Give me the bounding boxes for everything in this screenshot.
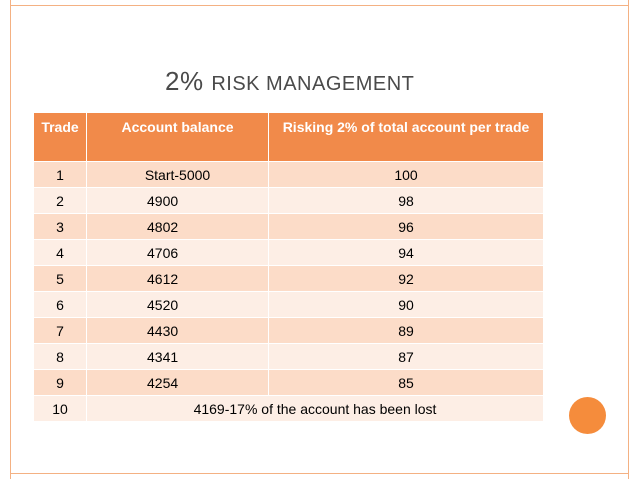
cell-risk: 92 xyxy=(268,265,544,292)
table-row: 8 4341 87 xyxy=(33,343,544,370)
cell-trade: 4 xyxy=(33,239,87,266)
cell-risk: 90 xyxy=(268,291,544,318)
table-row: 6 4520 90 xyxy=(33,291,544,318)
cell-trade: 1 xyxy=(33,161,87,188)
cell-risk: 89 xyxy=(268,317,544,344)
cell-trade: 10 xyxy=(33,395,87,422)
cell-balance: 4900 xyxy=(86,187,269,214)
cell-risk: 100 xyxy=(268,161,544,188)
cell-trade: 9 xyxy=(33,369,87,396)
table-row: 7 4430 89 xyxy=(33,317,544,344)
cell-risk: 98 xyxy=(268,187,544,214)
cell-balance: 4612 xyxy=(86,265,269,292)
table-row: 3 4802 96 xyxy=(33,213,544,240)
cell-trade: 6 xyxy=(33,291,87,318)
cell-trade: 2 xyxy=(33,187,87,214)
table-row-summary: 10 4169-17% of the account has been lost xyxy=(33,395,544,422)
title-percent: 2% xyxy=(165,66,204,96)
cell-balance: 4430 xyxy=(86,317,269,344)
slide-frame-left xyxy=(10,0,11,479)
cell-balance: Start-5000 xyxy=(86,161,269,188)
slide-frame-top xyxy=(10,5,628,6)
cell-summary: 4169-17% of the account has been lost xyxy=(86,395,544,422)
cell-risk: 96 xyxy=(268,213,544,240)
slide-title: 2% RISK MANAGEMENT xyxy=(165,66,414,97)
cell-trade: 5 xyxy=(33,265,87,292)
table-row: 2 4900 98 xyxy=(33,187,544,214)
table-row: 9 4254 85 xyxy=(33,369,544,396)
cell-balance: 4520 xyxy=(86,291,269,318)
risk-table: Trade Account balance Risking 2% of tota… xyxy=(33,112,544,422)
cell-trade: 3 xyxy=(33,213,87,240)
cell-trade: 8 xyxy=(33,343,87,370)
slide-frame-right xyxy=(628,0,629,479)
header-trade: Trade xyxy=(33,112,87,162)
cell-balance: 4706 xyxy=(86,239,269,266)
cell-risk: 94 xyxy=(268,239,544,266)
cell-risk: 87 xyxy=(268,343,544,370)
cell-trade: 7 xyxy=(33,317,87,344)
cell-balance: 4802 xyxy=(86,213,269,240)
slide-frame-bottom xyxy=(10,473,628,474)
cell-balance: 4341 xyxy=(86,343,269,370)
cell-risk: 85 xyxy=(268,369,544,396)
table-row: 5 4612 92 xyxy=(33,265,544,292)
table-header-row: Trade Account balance Risking 2% of tota… xyxy=(33,112,544,162)
table-row: 4 4706 94 xyxy=(33,239,544,266)
cell-balance: 4254 xyxy=(86,369,269,396)
table-row: 1 Start-5000 100 xyxy=(33,161,544,188)
header-account-balance: Account balance xyxy=(86,112,269,162)
title-text: RISK MANAGEMENT xyxy=(211,73,415,95)
accent-circle xyxy=(569,397,606,434)
header-risk: Risking 2% of total account per trade xyxy=(268,112,544,162)
